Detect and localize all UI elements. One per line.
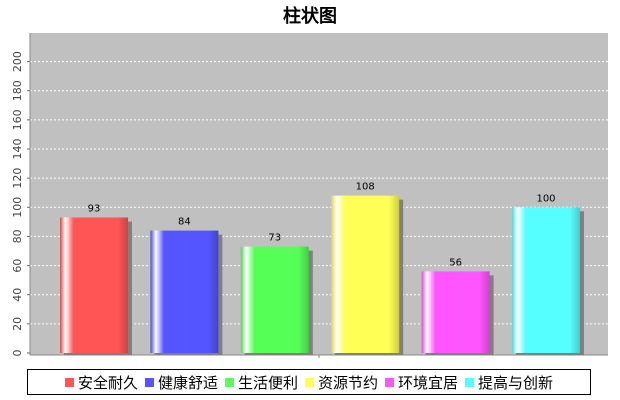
legend-swatch: [144, 377, 154, 387]
y-tick-label: 0: [11, 350, 24, 357]
bar: [240, 246, 309, 353]
legend-swatch: [305, 377, 314, 387]
y-tick-label: 160: [11, 109, 24, 130]
y-tick-label: 200: [11, 51, 24, 72]
y-tick-label: 60: [11, 259, 24, 273]
legend-item: 健康舒适: [144, 372, 218, 393]
gridlines: [30, 61, 608, 325]
legend-label: 生活便利: [237, 373, 298, 392]
bars: [60, 195, 584, 355]
data-label: 93: [88, 203, 101, 214]
y-tick-label: 80: [11, 229, 24, 243]
legend-item: 安全耐久: [64, 372, 138, 393]
legend-item: 提高与创新: [465, 372, 553, 393]
legend-label: 健康舒适: [157, 373, 218, 392]
y-tick-label: 180: [11, 80, 24, 101]
y-tick-label: 120: [11, 168, 24, 189]
bar: [331, 195, 400, 353]
bar: [421, 271, 490, 353]
y-tick-label: 40: [11, 288, 24, 302]
legend-swatch: [224, 377, 234, 387]
legend-swatch: [385, 377, 395, 387]
bar: [512, 207, 580, 353]
data-label: 73: [268, 233, 281, 244]
data-label: 100: [536, 193, 555, 204]
data-label: 108: [356, 182, 375, 193]
legend-label: 提高与创新: [478, 373, 554, 392]
legend-item: 资源节约: [305, 372, 378, 393]
legend-swatch: [64, 377, 74, 387]
data-label: 84: [178, 217, 191, 228]
y-tick-label: 100: [11, 197, 24, 218]
legend-label: 环境宜居: [398, 373, 459, 392]
legend: 安全耐久 健康舒适 生活便利 资源节约 环境宜居 提高与创新: [27, 369, 591, 395]
data-label: 56: [449, 257, 462, 268]
bar: [150, 230, 219, 353]
chart-title: 柱状图: [283, 6, 337, 27]
legend-item: 生活便利: [224, 372, 298, 393]
legend-swatch: [465, 377, 475, 387]
legend-label: 安全耐久: [77, 373, 138, 392]
axes: 0 20 40 60 80 100 120 140 160 180 200: [11, 33, 608, 358]
y-tick-label: 20: [11, 317, 24, 331]
bar: [60, 217, 128, 353]
data-labels: 93 84 73 108 56 100: [88, 182, 556, 269]
legend-label: 资源节约: [318, 373, 379, 392]
y-tick-label: 140: [11, 139, 24, 160]
legend-item: 环境宜居: [385, 372, 458, 393]
